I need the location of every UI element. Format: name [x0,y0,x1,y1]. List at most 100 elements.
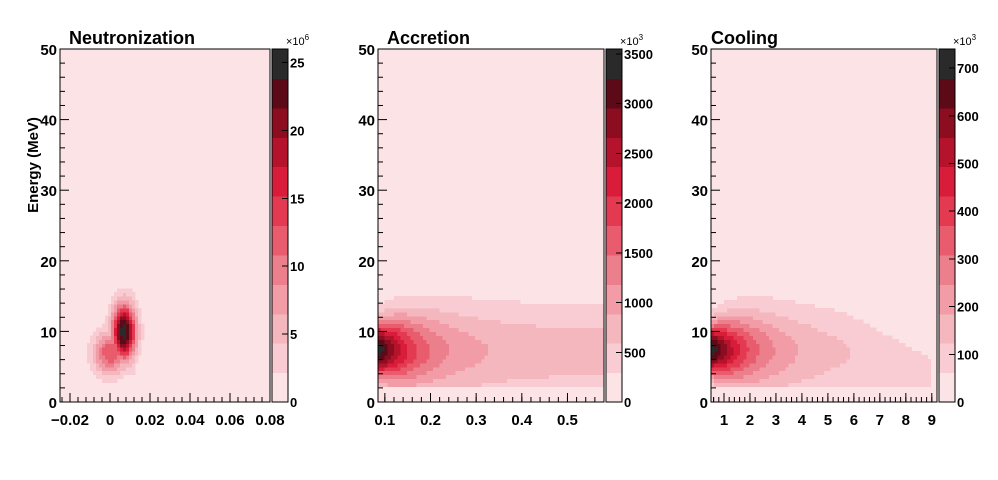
heatmap-cell [378,351,382,356]
heatmap-cell [419,378,424,383]
heatmap-cell [562,327,566,332]
heatmap-cell [875,339,880,344]
heatmap-cell [426,366,431,372]
heatmap-cell [769,354,773,360]
heatmap-cell [571,366,576,372]
heatmap-cell [403,370,408,376]
heatmap-cell [545,374,550,380]
colorbar-swatch [606,78,622,109]
heatmap-cell [532,374,537,380]
heatmap-cell [801,370,806,376]
heatmap-cell [526,370,531,376]
heatmap-cell [461,303,466,309]
heatmap-cell [775,303,780,309]
heatmap-cell [123,319,127,325]
heatmap-cell [794,303,799,309]
heatmap-cell [507,358,511,364]
heatmap-cell [904,374,909,380]
heatmap-cell [778,382,783,387]
heatmap-cell [545,335,550,340]
heatmap-cell [811,323,815,329]
heatmap-cell [865,366,870,372]
heatmap-cell [882,354,886,360]
heatmap-cell [827,335,832,340]
heatmap-cell [714,362,719,368]
heatmap-cell [449,335,453,340]
heatmap-cell [507,347,511,352]
heatmap-cell [484,358,489,364]
heatmap-cell [843,323,848,329]
heatmap-cell [513,339,518,344]
heatmap-cell [516,300,521,305]
heatmap-cell [814,378,819,383]
heatmap-cell [862,351,867,356]
heatmap-cell [587,307,592,313]
y-tick-label: 10 [691,324,708,341]
heatmap-cell [843,358,848,364]
heatmap-cell [481,311,486,317]
heatmap-cell [536,339,541,344]
heatmap-cell [455,323,460,329]
heatmap-cell [442,378,447,383]
heatmap-cell [891,343,896,348]
heatmap-cell [785,358,790,364]
heatmap-cell [772,303,777,309]
heatmap-cell [520,327,524,332]
heatmap-cell [772,300,777,305]
heatmap-cell [853,354,857,360]
heatmap-cell [568,343,573,348]
heatmap-cell [898,378,903,383]
heatmap-cell [410,382,415,387]
heatmap-cell [484,374,489,380]
heatmap-cell [727,319,731,325]
heatmap-cell [772,319,777,325]
heatmap-cell [390,307,395,313]
heatmap-cell [478,382,482,387]
heatmap-cell [785,343,790,348]
heatmap-cell [400,323,405,329]
heatmap-cell [846,319,851,325]
heatmap-cell [820,347,825,352]
heatmap-cell [397,382,402,387]
heatmap-cell [468,358,473,364]
heatmap-cell [752,374,757,380]
heatmap-cell [111,378,115,383]
heatmap-cell [591,319,595,325]
heatmap-cell [93,343,97,348]
heatmap-cell [120,354,124,360]
heatmap-cell [817,319,822,325]
heatmap-cell [730,354,735,360]
heatmap-cell [129,300,133,305]
heatmap-cell [397,323,402,329]
heatmap-cell [568,347,573,352]
heatmap-cell [513,347,518,352]
heatmap-cell [801,331,806,336]
heatmap-cell [413,351,418,356]
heatmap-cell [723,331,728,336]
heatmap-cell [120,315,124,321]
heatmap-cell [717,335,722,340]
heatmap-cell [859,347,864,352]
heatmap-cell [740,358,744,364]
heatmap-cell [426,300,431,305]
heatmap-cell [455,374,460,380]
heatmap-cell [416,331,421,336]
heatmap-cell [513,303,518,309]
heatmap-cell [885,351,890,356]
heatmap-cell [407,327,411,332]
heatmap-cell [817,351,822,356]
heatmap-cell [756,366,761,372]
heatmap-cell [394,347,398,352]
heatmap-cell [830,366,835,372]
heatmap-cell [820,339,825,344]
heatmap-cell [853,343,857,348]
colorbar-multiplier-base: ×10 [286,36,305,48]
heatmap-cell [397,354,402,360]
heatmap-cell [820,307,825,313]
heatmap-cell [510,315,515,321]
heatmap-cell [426,296,431,301]
heatmap-cell [532,366,537,372]
heatmap-cell [410,343,415,348]
heatmap-cell [817,323,822,329]
heatmap-cell [574,362,579,368]
